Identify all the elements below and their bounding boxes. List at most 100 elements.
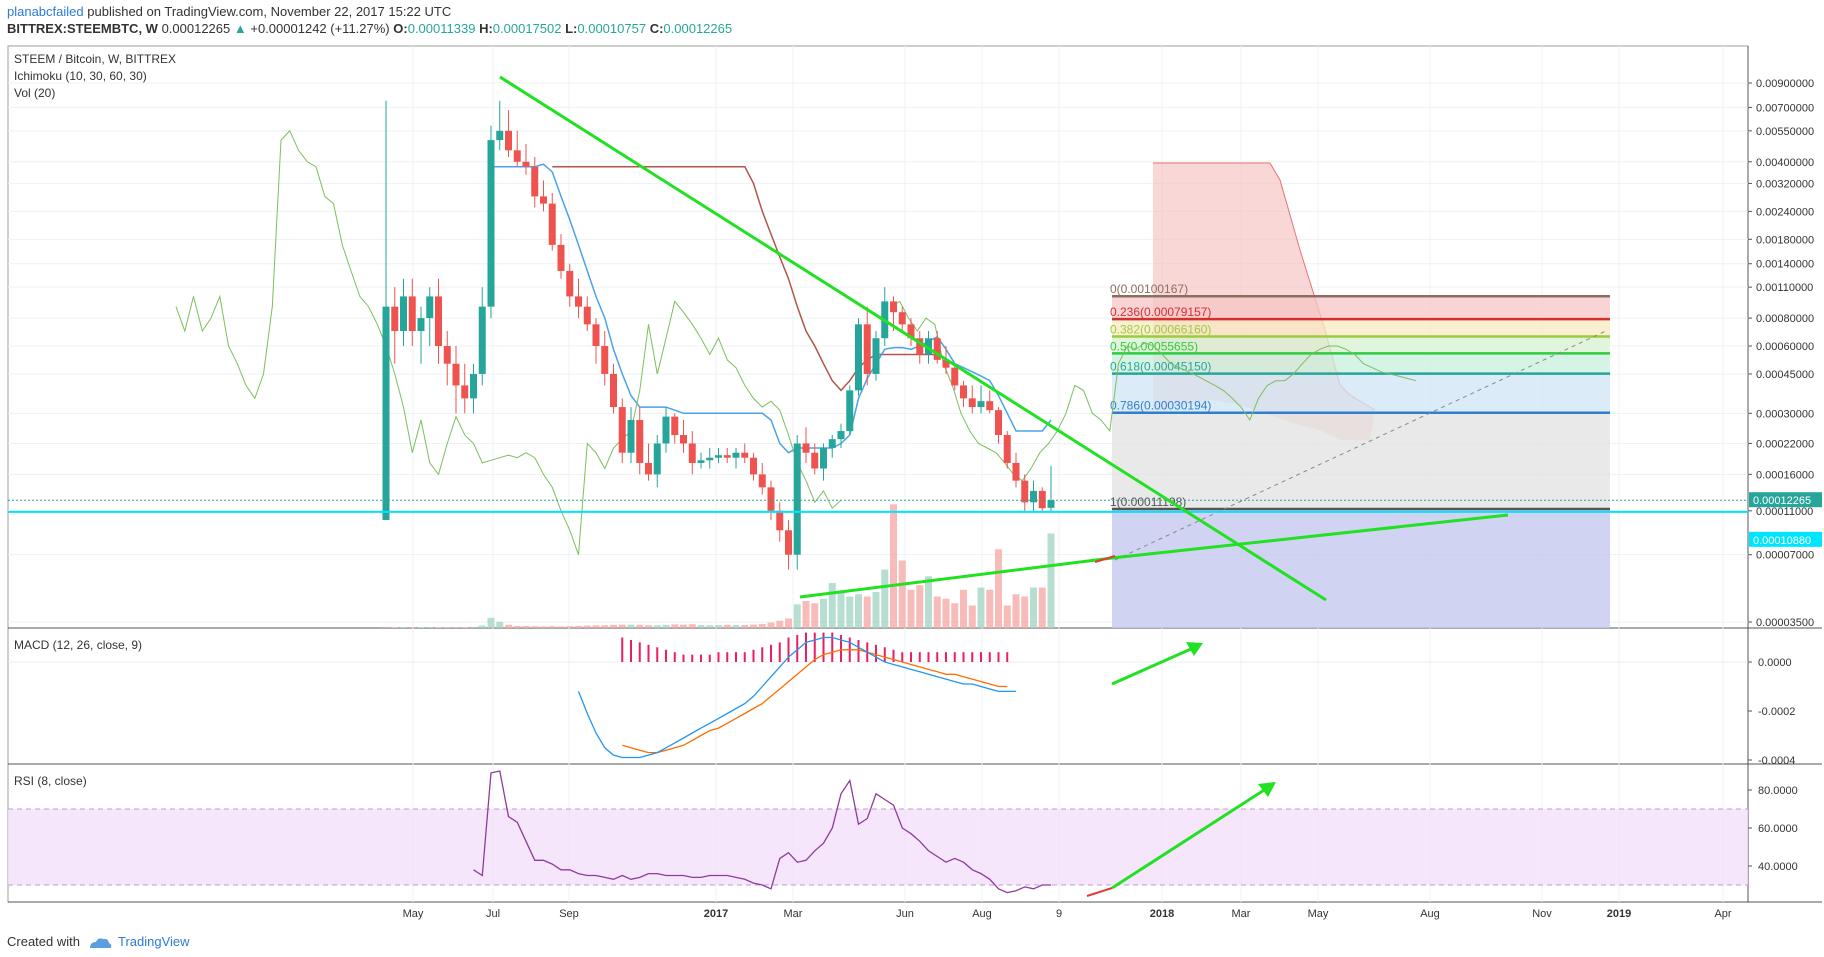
candle-body	[618, 407, 626, 453]
hline-price-badge	[1749, 531, 1822, 547]
candle-body	[627, 420, 635, 453]
volume-bar	[487, 617, 495, 628]
y-tick-label: 0.00016000	[1756, 469, 1814, 481]
candle-body	[636, 420, 644, 463]
candle-body	[977, 401, 985, 408]
high-value: 0.00017502	[492, 21, 562, 36]
y-tick-label: 0.00003500	[1756, 617, 1814, 629]
x-tick-label: Mar	[1232, 908, 1251, 920]
candle-body	[802, 443, 810, 453]
y-tick-label: 0.00045000	[1756, 369, 1814, 381]
candle-body	[470, 373, 477, 399]
volume-bar	[627, 624, 635, 628]
candle-body	[741, 452, 749, 458]
fib-level-label: 0.236(0.00079157)	[1110, 305, 1211, 319]
main-pane-title: STEEM / Bitcoin, W, BITTREX	[14, 52, 177, 66]
publish-info: planabcfailed published on TradingView.c…	[7, 4, 451, 19]
chart-canvas[interactable]: 0(0.00100167) 0.236(0.00079157) 0.382(0.00…	[0, 0, 1824, 928]
candle-body	[898, 312, 906, 325]
volume-bar	[443, 627, 451, 628]
volume-bar	[1030, 587, 1037, 628]
y-tick-label: 0.00140000	[1756, 259, 1814, 271]
leading-span-a	[890, 300, 1417, 482]
volume-bar	[592, 625, 600, 628]
y-tick-label: 0.00900000	[1756, 78, 1814, 90]
y-tick-label: 0.00022000	[1756, 438, 1814, 450]
candle-body	[925, 338, 932, 355]
x-tick-label: Aug	[972, 908, 992, 920]
volume-bar	[636, 624, 644, 628]
candle-body	[933, 338, 941, 360]
candle-body	[408, 296, 416, 332]
volume-bar	[583, 625, 591, 628]
volume-bar	[828, 583, 836, 628]
fib-zone	[1112, 319, 1610, 337]
candle-body	[820, 447, 827, 469]
volume-bar	[837, 592, 845, 628]
symbol-label: BITTREX:STEEMBTC, W	[7, 21, 158, 36]
volume-bar	[916, 585, 924, 628]
candle-body	[645, 462, 652, 475]
candle-body	[496, 130, 504, 141]
x-tick-label: 9	[1056, 908, 1062, 920]
y-tick-label: 0.00240000	[1756, 206, 1814, 218]
y-tick-label: 0.00060000	[1756, 341, 1814, 353]
candle-body	[986, 401, 994, 411]
volume-bar	[688, 624, 696, 628]
x-tick-label: Apr	[1714, 908, 1731, 920]
candle-body	[531, 166, 539, 197]
volume-bar	[723, 624, 731, 628]
volume-bar	[575, 625, 582, 628]
volume-bar	[741, 625, 749, 628]
volume-bar	[942, 598, 950, 628]
author-link[interactable]: planabcfailed	[7, 4, 84, 19]
candle-body	[916, 338, 924, 355]
volume-bar	[1047, 533, 1055, 628]
candle-body	[890, 301, 897, 313]
candle-body	[837, 431, 845, 440]
candle-body	[382, 306, 390, 521]
volume-bar	[435, 627, 442, 628]
last-price-badge	[1749, 492, 1822, 508]
tradingview-brand-link[interactable]: TradingView	[118, 934, 190, 949]
candle-body	[548, 203, 556, 245]
volume-bar	[601, 625, 609, 628]
volume-bar	[400, 627, 407, 628]
rsi-line	[473, 770, 1051, 894]
volume-bar	[925, 576, 932, 628]
red-divergence-main	[1094, 555, 1116, 563]
created-with-text: Created with	[7, 934, 80, 949]
up-arrow-icon: ▲	[233, 21, 247, 36]
macd-y-tick-label: -0.0002	[1758, 706, 1795, 718]
volume-bar	[802, 601, 810, 628]
x-tick-label: 2017	[704, 908, 728, 920]
macd-arrowhead-icon	[1186, 642, 1203, 656]
volume-bar	[697, 625, 705, 628]
volume-bar	[382, 626, 390, 628]
candle-body	[540, 196, 547, 204]
volume-bar	[417, 627, 425, 628]
macd-signal-line	[622, 649, 1008, 754]
fib-zone	[1112, 373, 1610, 413]
rsi-band	[8, 809, 1748, 885]
candle-body	[1003, 435, 1011, 463]
candle-body	[942, 359, 950, 368]
candle-body	[653, 443, 661, 475]
x-tick-label: Mar	[784, 908, 803, 920]
candle-body	[601, 346, 609, 374]
volume-bar	[960, 589, 967, 628]
candle-body	[872, 338, 880, 374]
last-price: 0.00012265	[161, 21, 231, 36]
x-tick-label: May	[403, 908, 424, 920]
volume-bar	[671, 624, 679, 628]
volume-bar	[890, 504, 897, 628]
candle-body	[811, 452, 819, 469]
x-tick-label: Jul	[486, 908, 500, 920]
volume-bar	[662, 624, 670, 628]
candle-body	[662, 416, 670, 444]
volume-bar	[863, 596, 871, 628]
volume-bar	[522, 625, 530, 628]
volume-bar	[977, 587, 985, 628]
candle-body	[391, 306, 399, 332]
volume-bar	[855, 594, 862, 628]
